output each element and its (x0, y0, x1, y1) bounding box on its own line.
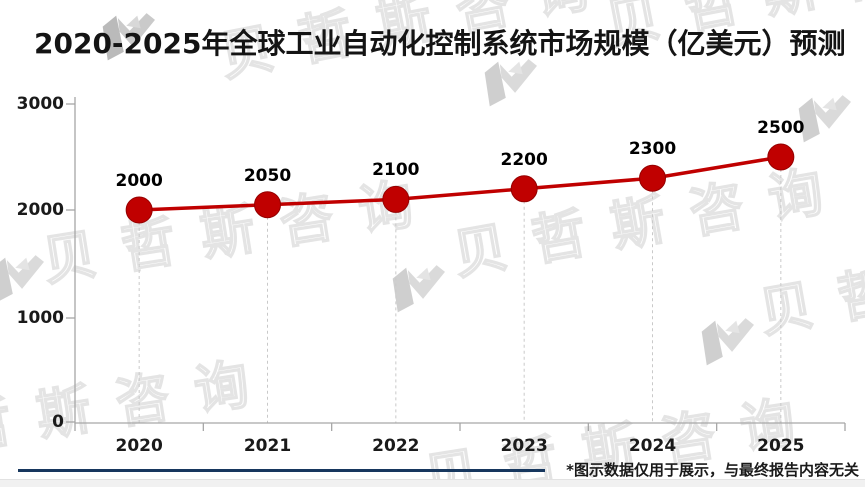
data-point-marker (382, 185, 410, 213)
chart-title: 2020-2025年全球工业自动化控制系统市场规模（亿美元）预测 (34, 27, 846, 60)
series-line (139, 155, 782, 212)
y-axis-tick-label: 3000 (16, 94, 64, 114)
separator-line (18, 469, 545, 472)
data-point-marker (639, 164, 666, 192)
data-label: 2300 (628, 139, 677, 160)
data-point-marker (125, 196, 153, 224)
data-label: 2200 (500, 149, 548, 170)
data-label: 2100 (372, 160, 420, 181)
x-axis-label: 2020 (115, 436, 163, 456)
y-axis-tick-label: 0 (52, 412, 64, 432)
data-label: 2000 (115, 171, 163, 191)
x-axis-label: 2024 (628, 436, 677, 456)
x-axis-label: 2021 (243, 436, 292, 456)
footnote: *图示数据仅用于展示，与最终报告内容无关 (566, 461, 859, 479)
data-label: 2050 (243, 165, 292, 186)
data-point-marker (510, 175, 538, 203)
x-axis-label: 2023 (500, 436, 548, 456)
y-axis-tick-label: 1000 (16, 308, 64, 328)
x-axis-label: 2025 (757, 436, 805, 456)
bottom-strip (0, 479, 865, 487)
y-axis-tick-label: 2000 (16, 200, 64, 220)
data-point-marker (767, 143, 795, 171)
data-label: 2500 (757, 118, 805, 138)
axis-line (74, 97, 845, 424)
data-point-marker (254, 191, 281, 219)
x-axis-label: 2022 (372, 436, 420, 456)
